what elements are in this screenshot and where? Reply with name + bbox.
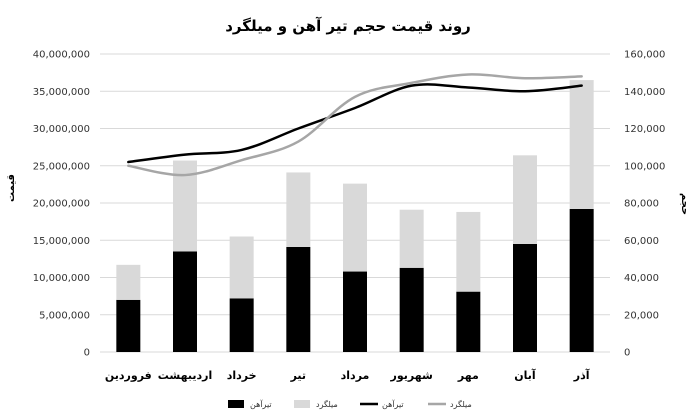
category-label: شهریور [390, 369, 433, 382]
legend-label: میلگرد [316, 399, 338, 409]
bar-tirahan [513, 243, 537, 352]
bar-tirahan [173, 251, 197, 352]
lines [127, 73, 583, 177]
legend: تیرآهن میلگرد تیرآهن میلگرد [228, 399, 472, 409]
y2-tick-label: 60,000 [624, 236, 659, 247]
y2-tick-label: 80,000 [624, 199, 659, 210]
y2-tick-label: 0 [624, 348, 630, 359]
y-tick-label: 0 [84, 348, 90, 359]
category-label: خرداد [227, 369, 257, 382]
y-tick-label: 40,000,000 [33, 50, 90, 61]
bar-milgerd [569, 80, 594, 209]
bar-tirahan [229, 298, 254, 352]
category-labels: فروردین اردیبهشت خرداد تیر مرداد شهریور مهر آبا… [105, 368, 590, 382]
bar-tirahan [399, 267, 424, 352]
y-tick-label: 30,000,000 [33, 124, 90, 135]
category-label: تیر [290, 369, 306, 382]
y2-tick-label: 120,000 [624, 124, 665, 135]
bar-tirahan [343, 271, 367, 352]
category-label: آبان [514, 368, 536, 382]
category-label: مرداد [341, 369, 370, 382]
bar-tirahan [569, 208, 594, 352]
chart-title: روند قیمت حجم تیر آهن و میلگرد [225, 17, 471, 35]
bar-milgerd [286, 172, 311, 247]
legend-swatch [294, 400, 310, 408]
bar-milgerd [399, 209, 424, 268]
category-label: مهر [457, 369, 479, 382]
legend-swatch [228, 400, 244, 408]
bar-tirahan [456, 291, 481, 352]
y-tick-label: 20,000,000 [33, 199, 90, 210]
y-tick-label: 5,000,000 [39, 310, 90, 321]
left-axis-title: قیمت [6, 174, 17, 202]
y2-tick-label: 100,000 [624, 161, 665, 172]
y2-tick-label: 20,000 [624, 310, 659, 321]
bar-milgerd [513, 155, 537, 244]
right-axis-ticks: 0 20,000 40,000 60,000 80,000 100,000 120,000 1… [624, 50, 665, 359]
y-tick-label: 10,000,000 [33, 273, 90, 284]
line-milgerd [127, 73, 583, 177]
y2-tick-label: 140,000 [624, 87, 665, 98]
y-tick-label: 15,000,000 [33, 236, 90, 247]
left-axis-ticks: 0 5,000,000 10,000,000 15,000,000 20,000,000… [33, 50, 90, 359]
bar-milgerd [456, 211, 481, 292]
y-tick-label: 35,000,000 [33, 87, 90, 98]
category-label: آذر [573, 368, 590, 382]
bar-milgerd [229, 236, 254, 299]
legend-label: میلگرد [450, 399, 472, 409]
category-label: اردیبهشت [158, 369, 212, 382]
y2-tick-label: 40,000 [624, 273, 659, 284]
bars [116, 80, 594, 352]
y-tick-label: 25,000,000 [33, 161, 90, 172]
legend-label: تیرآهن [250, 399, 272, 409]
legend-label: تیرآهن [382, 399, 404, 409]
bar-milgerd [343, 183, 367, 272]
bar-tirahan [286, 246, 311, 352]
bar-milgerd [116, 264, 141, 300]
bar-tirahan [116, 299, 141, 352]
y2-tick-label: 160,000 [624, 50, 665, 61]
category-label: فروردین [105, 369, 152, 382]
line-tirahan [127, 83, 583, 164]
right-axis-title: حجم [679, 193, 690, 215]
